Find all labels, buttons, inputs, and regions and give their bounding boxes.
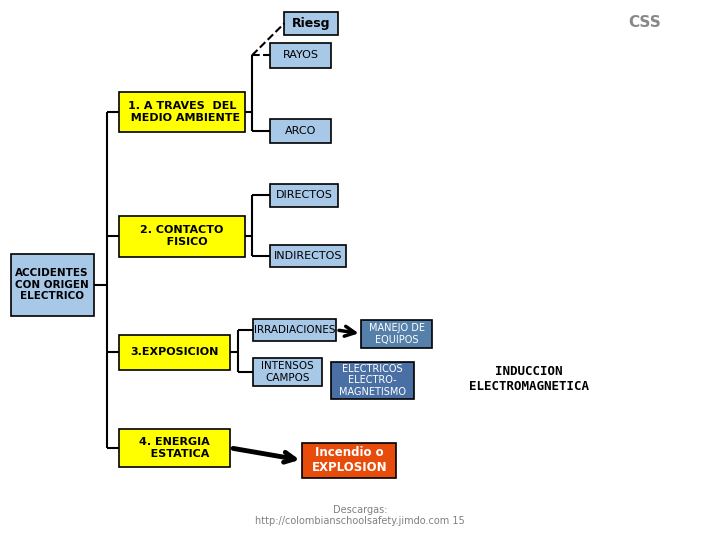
FancyBboxPatch shape: [270, 245, 346, 267]
FancyBboxPatch shape: [11, 254, 94, 316]
FancyBboxPatch shape: [270, 43, 331, 68]
Text: ARCO: ARCO: [285, 126, 316, 136]
FancyBboxPatch shape: [270, 119, 331, 143]
Text: 4. ENERGIA
   ESTATICA: 4. ENERGIA ESTATICA: [139, 437, 210, 459]
Text: INDUCCION
ELECTROMAGNETICA: INDUCCION ELECTROMAGNETICA: [469, 365, 589, 393]
Text: 3.EXPOSICION: 3.EXPOSICION: [130, 347, 219, 357]
Text: CSS: CSS: [628, 15, 661, 30]
FancyBboxPatch shape: [119, 216, 245, 256]
FancyBboxPatch shape: [119, 335, 230, 370]
Text: 1. A TRAVES  DEL
  MEDIO AMBIENTE: 1. A TRAVES DEL MEDIO AMBIENTE: [123, 102, 240, 123]
FancyBboxPatch shape: [119, 429, 230, 467]
FancyBboxPatch shape: [331, 362, 414, 399]
FancyBboxPatch shape: [361, 320, 432, 348]
FancyBboxPatch shape: [119, 92, 245, 132]
Text: ELECTRICOS
ELECTRO-
MAGNETISMO: ELECTRICOS ELECTRO- MAGNETISMO: [339, 363, 406, 397]
FancyBboxPatch shape: [270, 184, 338, 207]
FancyBboxPatch shape: [302, 443, 396, 478]
Text: RAYOS: RAYOS: [282, 50, 318, 60]
Text: Incendio o
EXPLOSION: Incendio o EXPLOSION: [311, 447, 387, 474]
Text: 2. CONTACTO
   FISICO: 2. CONTACTO FISICO: [140, 226, 223, 247]
Text: Descargas:
http://colombianschoolsafety.jimdo.com 15: Descargas: http://colombianschoolsafety.…: [255, 505, 465, 526]
FancyBboxPatch shape: [253, 358, 322, 386]
Text: MANEJO DE
EQUIPOS: MANEJO DE EQUIPOS: [369, 323, 425, 345]
Text: INDIRECTOS: INDIRECTOS: [274, 251, 342, 261]
FancyBboxPatch shape: [253, 319, 336, 341]
FancyBboxPatch shape: [284, 12, 338, 35]
Text: IRRADIACIONES: IRRADIACIONES: [254, 325, 336, 335]
Text: INTENSOS
CAMPOS: INTENSOS CAMPOS: [261, 361, 314, 383]
Text: DIRECTOS: DIRECTOS: [276, 191, 333, 200]
Text: Riesg: Riesg: [292, 17, 330, 30]
Text: ACCIDENTES
CON ORIGEN
ELECTRICO: ACCIDENTES CON ORIGEN ELECTRICO: [15, 268, 89, 301]
